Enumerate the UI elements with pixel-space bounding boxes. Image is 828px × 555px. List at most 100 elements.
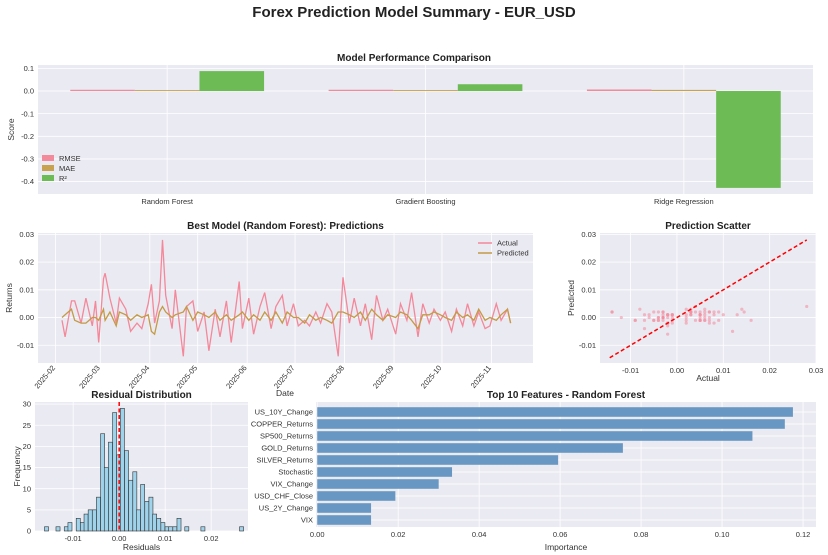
histogram-bar — [103, 467, 109, 532]
histogram-bar — [160, 522, 166, 532]
y-tick-label: 0 — [27, 527, 31, 536]
scatter-point — [712, 313, 716, 317]
scatter-point — [703, 315, 707, 320]
y-tick-label: VIX_Change — [270, 480, 313, 489]
histogram-bar — [67, 522, 73, 532]
y-tick-label: -0.4 — [21, 177, 34, 186]
scatter-point — [730, 329, 735, 334]
scatter-point — [749, 318, 753, 322]
y-tick-label: 0.03 — [581, 230, 596, 239]
histogram-bar — [128, 479, 134, 532]
scatter-point — [693, 310, 698, 314]
x-tick-label: Random Forest — [141, 197, 194, 206]
scatter-point — [698, 310, 702, 314]
x-tick-label: 0.01 — [158, 534, 173, 543]
scatter-point — [652, 310, 656, 314]
y-tick-label: 10 — [23, 484, 31, 493]
y-tick-label: 5 — [27, 505, 31, 514]
scatter-chart: 0.03 0.02 0.01 0.00 -0.01 -0.01 0.00 0.01 0.02 0.… — [566, 221, 823, 383]
scatter-point — [633, 318, 637, 322]
feature-bar — [317, 491, 396, 501]
scatter-point — [684, 315, 688, 320]
histogram-bar — [184, 526, 190, 532]
x-tick-label: 2025-03 — [77, 364, 102, 391]
histogram-bar — [83, 513, 89, 532]
x-tick-label: 0.00 — [112, 534, 127, 543]
scatter-point — [661, 315, 665, 320]
y-tick-label: -0.01 — [579, 341, 596, 350]
residual-histogram: 0 5 10 15 20 25 30 -0.01 0.00 0.01 0.02 Residual Di… — [12, 390, 248, 552]
legend-label: Actual — [497, 239, 518, 248]
y-tick-label: USD_CHF_Close — [254, 492, 313, 501]
x-tick-label: 2025-11 — [469, 364, 493, 390]
legend-label: MAE — [59, 164, 75, 173]
bar-rmse-2 — [586, 89, 652, 92]
legend-swatch — [42, 155, 54, 161]
scatter-point — [707, 310, 711, 314]
bar-mae-0 — [134, 90, 200, 92]
y-tick-label: SP500_Returns — [260, 432, 313, 441]
y-tick-label: 0.03 — [19, 230, 34, 239]
scatter-point — [684, 318, 688, 322]
y-axis-label: Frequency — [12, 446, 22, 487]
y-tick-label: SILVER_Returns — [256, 456, 313, 465]
bar-rmse-1 — [328, 89, 394, 92]
scatter-point — [638, 307, 642, 311]
histogram-bar — [92, 509, 97, 532]
x-axis-label: Importance — [545, 542, 588, 552]
scatter-point — [742, 310, 746, 314]
series-line-predicted — [61, 305, 512, 336]
scatter-point — [652, 318, 656, 322]
histogram-bar — [176, 518, 182, 532]
y-tick-label: US_2Y_Change — [259, 504, 313, 513]
legend-label: RMSE — [59, 154, 81, 163]
feature-bar — [317, 443, 623, 453]
x-tick-label: 2025-08 — [322, 364, 347, 391]
legend-swatch — [42, 165, 54, 171]
y-tick-label: 0.00 — [581, 313, 596, 322]
y-tick-label: COPPER_Returns — [251, 420, 313, 429]
feature-bar — [317, 479, 439, 489]
plot-area — [38, 233, 533, 363]
scatter-point — [703, 310, 707, 314]
y-tick-label: -0.2 — [21, 132, 34, 141]
y-tick-label: 30 — [23, 400, 31, 409]
x-tick-label: 2025-07 — [272, 364, 297, 391]
histogram-bar — [96, 496, 101, 532]
histogram-bar — [168, 526, 174, 532]
scatter-point — [670, 313, 674, 317]
x-tick-label: 2025-04 — [127, 364, 152, 391]
y-tick-label: 0.00 — [19, 313, 34, 322]
scatter-point — [703, 318, 707, 322]
scatter-point — [689, 310, 693, 314]
bar-r2-1 — [457, 84, 523, 92]
scatter-point — [707, 315, 711, 320]
histogram-bar — [200, 526, 206, 532]
legend-swatch — [42, 175, 54, 181]
scatter-point — [698, 315, 702, 320]
plot-area — [600, 233, 816, 363]
y-tick-label: VIX — [301, 516, 313, 525]
feature-bar — [317, 431, 753, 441]
y-tick-label: US_10Y_Change — [255, 408, 313, 417]
scatter-point — [740, 307, 744, 311]
chart-title: Best Model (Random Forest): Predictions — [187, 221, 384, 232]
chart-title: Model Performance Comparison — [337, 53, 491, 64]
x-tick-label: -0.01 — [622, 366, 639, 375]
x-tick-label: 0.00 — [310, 530, 325, 539]
x-tick-label: 0.02 — [204, 534, 219, 543]
identity-line — [609, 239, 808, 359]
histogram-bar — [140, 484, 145, 532]
x-axis-label: Residuals — [123, 542, 160, 552]
feature-bar — [317, 515, 372, 525]
scatter-point — [642, 318, 647, 322]
scatter-point — [666, 313, 670, 317]
scatter-point — [684, 307, 688, 311]
scatter-point — [717, 310, 721, 314]
bar-r2-0 — [199, 71, 265, 92]
scatter-point — [703, 313, 707, 317]
scatter-point — [693, 318, 698, 322]
